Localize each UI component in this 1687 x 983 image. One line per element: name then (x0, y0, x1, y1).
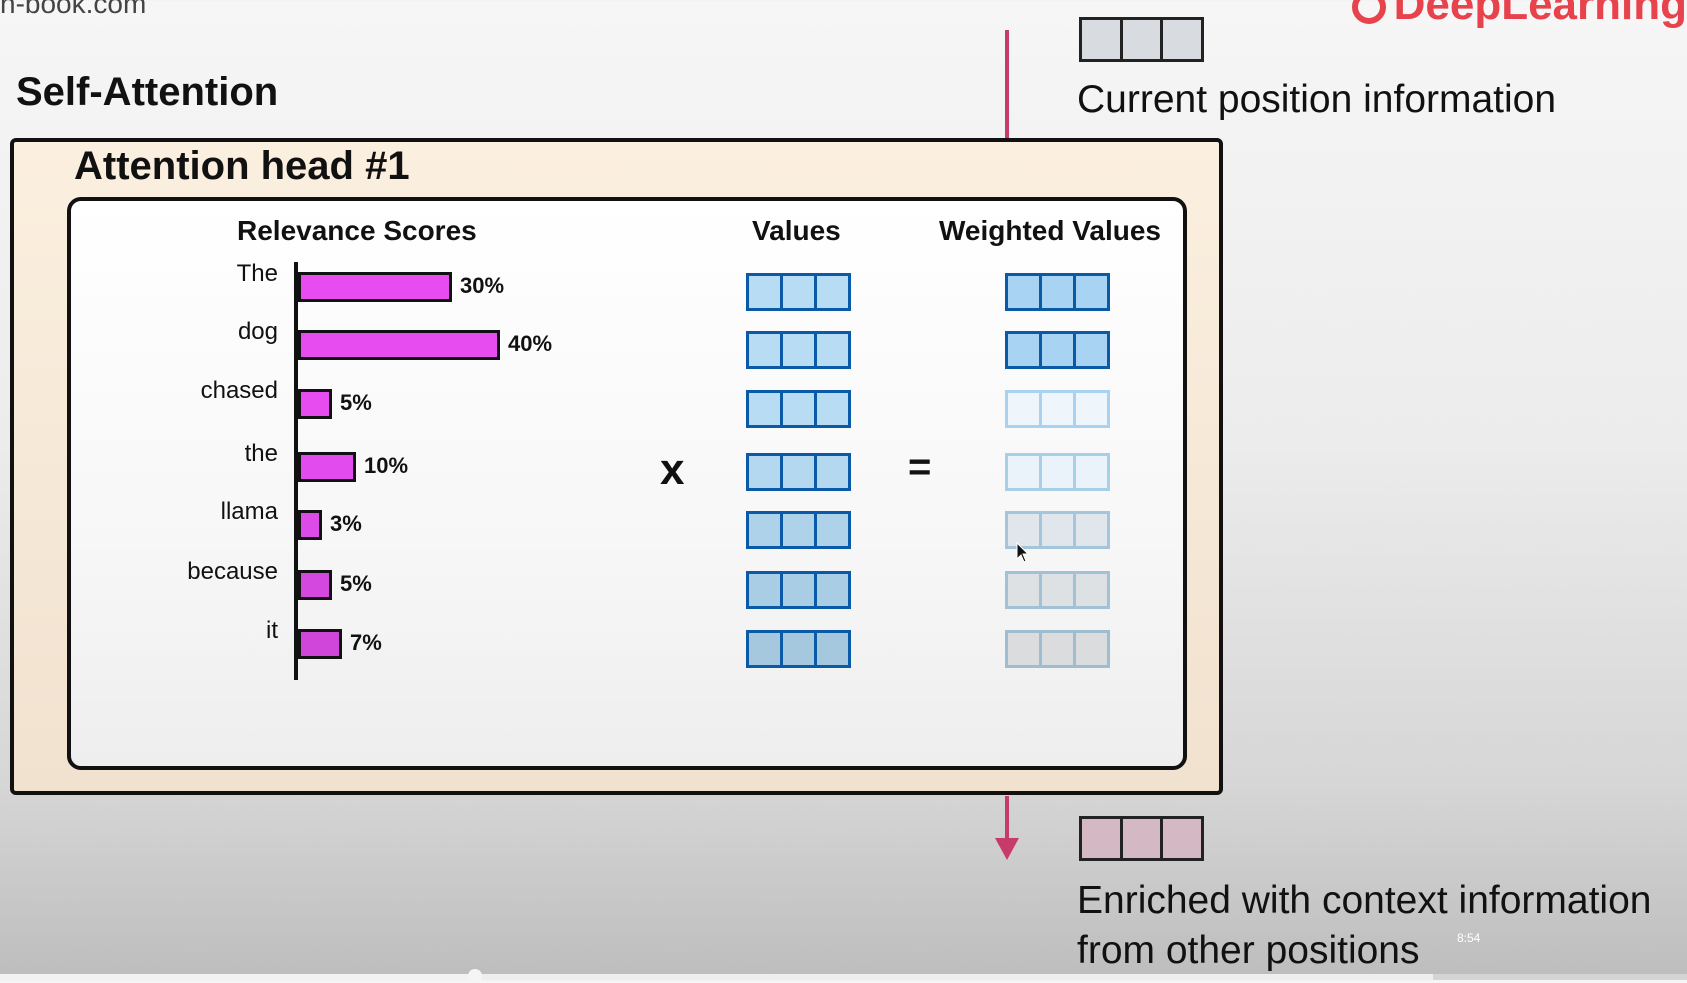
relevance-bar (298, 330, 500, 360)
value-vector (746, 453, 851, 491)
value-vector (746, 331, 851, 369)
output-flow-line (1005, 796, 1009, 840)
word-label: because (187, 558, 278, 585)
word-label: llama (220, 498, 278, 525)
value-vector (746, 511, 851, 549)
section-title: Self-Attention (16, 70, 279, 114)
brand-text: DeepLearning (1393, 0, 1687, 29)
relevance-bar (298, 510, 322, 540)
weighted-values-header: Weighted Values (939, 215, 1161, 246)
equals-operator: = (908, 445, 932, 489)
value-vector (746, 630, 851, 668)
weighted-value-vector (1005, 390, 1110, 428)
relevance-bar (298, 389, 332, 419)
current-position-vector (1079, 17, 1204, 62)
weighted-value-vector (1005, 331, 1110, 369)
brand-logo: DeepLearning (1351, 0, 1687, 30)
relevance-percent-label: 5% (340, 390, 372, 415)
video-progress-bar[interactable] (0, 969, 1687, 983)
relevance-bar (298, 570, 332, 600)
enriched-label: Enriched with context information from o… (1077, 876, 1651, 976)
weighted-value-vector (1005, 273, 1110, 311)
weighted-value-vector (1005, 630, 1110, 668)
current-position-label: Current position information (1077, 78, 1557, 121)
enriched-vector (1079, 816, 1204, 861)
progress-scrubber-handle[interactable] (468, 969, 482, 983)
attention-head-title: Attention head #1 (74, 144, 410, 188)
mouse-cursor-icon (1016, 542, 1030, 563)
value-vector (746, 571, 851, 609)
weighted-value-vector (1005, 453, 1110, 491)
progress-played (0, 974, 475, 980)
enriched-label-line2: from other positions (1077, 929, 1420, 972)
site-watermark: n-book.com (0, 0, 147, 19)
word-label: the (244, 440, 278, 467)
weighted-value-vector (1005, 571, 1110, 609)
relevance-percent-label: 3% (330, 511, 362, 536)
relevance-percent-label: 7% (350, 630, 382, 655)
video-timestamp: 8:54 (1457, 931, 1481, 945)
word-label: it (266, 617, 278, 644)
relevance-bar (298, 272, 452, 302)
relevance-percent-label: 30% (460, 273, 505, 298)
value-vector (746, 390, 851, 428)
relevance-scores-header: Relevance Scores (237, 215, 477, 246)
value-vector (746, 273, 851, 311)
output-arrow-icon (995, 838, 1019, 860)
multiply-operator: x (660, 445, 685, 494)
enriched-label-line1: Enriched with context information (1077, 879, 1652, 922)
weighted-value-vector (1005, 511, 1110, 549)
word-label: chased (200, 377, 278, 404)
relevance-percent-label: 5% (340, 571, 372, 596)
relevance-bar (298, 629, 342, 659)
relevance-percent-label: 10% (364, 453, 409, 478)
word-label: The (236, 260, 278, 287)
attention-inner-panel (67, 197, 1187, 770)
input-flow-line (1005, 30, 1009, 138)
relevance-percent-label: 40% (508, 331, 553, 356)
relevance-bar (298, 452, 356, 482)
values-header: Values (752, 215, 841, 246)
word-label: dog (237, 318, 278, 345)
brand-logo-icon (1351, 0, 1386, 25)
score-axis (294, 262, 298, 680)
progress-buffered (475, 974, 1433, 980)
